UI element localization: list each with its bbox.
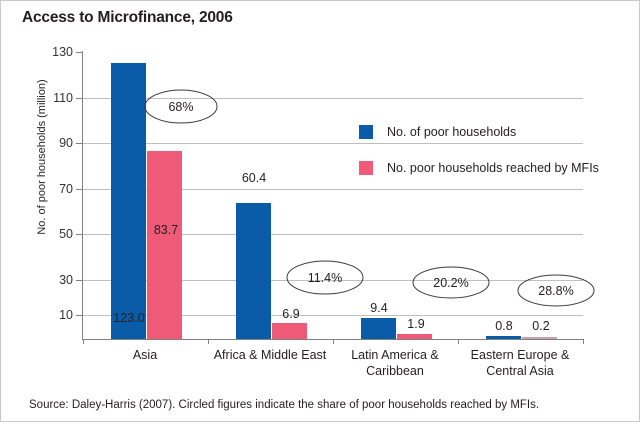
gridline [83,280,583,281]
x-tick-mark [333,339,334,344]
x-axis-category-label: Eastern Europe & Central Asia [445,347,595,379]
x-tick-mark [83,339,84,344]
gridline [83,234,583,235]
bar-pink[interactable] [397,334,432,339]
gridline [83,98,583,99]
legend-swatch-blue [359,125,373,139]
bar-group: 123.0 83.7 [101,51,192,339]
x-axis-category-label: Latin America & Caribbean [320,347,470,379]
annotation-callout: 20.2% [412,266,490,299]
bar-value-blue: 123.0 [113,311,145,325]
bar-blue[interactable] [236,203,271,339]
gridline [83,189,583,190]
legend: No. of poor households No. poor househol… [359,125,629,197]
bar-group: 0.8 0.2 [476,51,567,339]
annotation-text: 11.4% [307,270,343,285]
bar-value-pink: 83.7 [153,223,179,237]
y-tick-label: 130 [52,45,73,59]
x-tick-mark [583,339,584,344]
bar-pink[interactable] [522,337,557,339]
y-tick-label: 110 [53,91,73,105]
legend-item[interactable]: No. poor households reached by MFIs [359,161,629,175]
x-tick-mark [208,339,209,344]
bar-value-pink: 0.2 [532,319,550,333]
bar-group: 60.4 6.9 [226,51,317,339]
category-line: Eastern Europe & [470,348,570,362]
annotation-text: 68% [168,99,194,114]
bar-value-blue: 60.4 [241,171,267,185]
gridline [83,143,583,144]
legend-item[interactable]: No. of poor households [359,125,629,139]
y-axis-title: No. of poor households (million) [36,79,48,235]
page-title: Access to Microfinance, 2006 [22,9,233,26]
y-tick-mark [76,315,83,316]
bar-blue[interactable] [361,318,396,339]
y-tick-mark [76,143,83,144]
x-tick-mark [458,339,459,344]
annotation-callout: 28.8% [517,274,595,307]
category-line: Caribbean [366,364,424,378]
annotation-text: 28.8% [538,283,574,298]
bar-blue[interactable] [111,63,146,339]
y-tick-label: 50 [59,227,73,241]
y-tick-label: 90 [59,136,73,150]
y-tick-mark [76,189,83,190]
bar-value-blue: 9.4 [370,301,388,315]
bar-value-blue: 0.8 [495,319,513,333]
bar-value-pink: 6.9 [282,307,300,321]
category-line: Central Asia [486,364,554,378]
category-line: Africa & Middle East [213,348,327,362]
y-axis-line [82,51,83,340]
y-tick-mark [76,98,83,99]
y-tick-mark [76,280,83,281]
legend-label: No. of poor households [387,125,517,139]
bar-pink[interactable] [272,323,307,339]
legend-label: No. poor households reached by MFIs [387,161,599,175]
bar-value-pink: 1.9 [407,317,425,331]
plot-area: 123.0 83.7 60.4 6.9 9.4 1.9 0.8 0.2 [83,51,583,339]
annotation-callout: 68% [144,89,218,124]
x-axis-category-label: Asia [70,347,220,363]
bar-pink[interactable] [147,151,182,339]
y-tick-mark [76,234,83,235]
y-tick-mark [76,52,83,53]
annotation-text: 20.2% [433,275,469,290]
y-tick-label: 10 [59,308,73,322]
legend-swatch-pink [359,161,373,175]
y-axis: No. of poor households (million) 130 110… [9,1,73,423]
source-note: Source: Daley-Harris (2007). Circled fig… [29,399,540,411]
annotation-callout: 11.4% [286,260,364,295]
category-line: Latin America & [351,348,439,362]
y-tick-label: 70 [59,182,73,196]
bar-group: 9.4 1.9 [351,51,442,339]
x-axis-category-label: Africa & Middle East [195,347,345,363]
bar-blue[interactable] [486,336,521,339]
category-line: Asia [132,348,158,362]
y-tick-label: 30 [59,273,73,287]
gridline [83,315,583,316]
